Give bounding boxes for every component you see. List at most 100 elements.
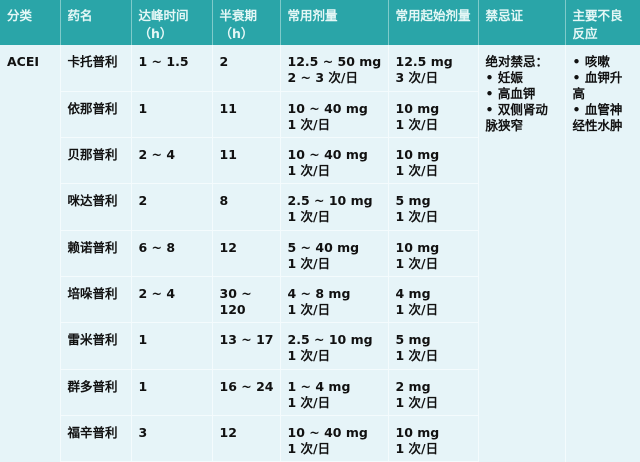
- drug-name: 咪达普利: [60, 183, 132, 231]
- half-life: 11: [212, 91, 281, 139]
- column-header: 常用剂量: [280, 0, 389, 45]
- starting-dose: 2 mg 1 次/日: [388, 369, 479, 416]
- starting-dose-line: 12.5 mg: [395, 54, 453, 69]
- half-life: 30 ~ 120: [212, 276, 281, 324]
- drug-name: 福辛普利: [60, 415, 132, 462]
- starting-dose-line: 4 mg: [395, 285, 431, 301]
- half-life: 2: [212, 45, 281, 92]
- usual-dose-line: 10 ~ 40 mg: [287, 424, 368, 440]
- starting-dose: 10 mg 1 次/日: [388, 137, 479, 185]
- starting-dose-line: 1 次/日: [395, 255, 439, 271]
- starting-dose: 12.5 mg 3 次/日: [388, 45, 479, 92]
- table-row: 福辛普利 3 12 10 ~ 40 mg 1 次/日 10 mg 1 次/日: [0, 415, 640, 462]
- peak-time: 2 ~ 4: [131, 137, 213, 185]
- starting-dose-line: 1 次/日: [395, 394, 439, 410]
- drug-name: 赖诺普利: [60, 230, 132, 277]
- starting-dose: 5 mg 1 次/日: [388, 322, 479, 370]
- table-row: 依那普利 1 11 10 ~ 40 mg 1 次/日 10 mg 1 次/日: [0, 91, 640, 139]
- column-header: 常用起始剂量: [388, 0, 479, 45]
- half-life: 12: [212, 230, 281, 277]
- adverse-reactions-cell-item: • 血管神经性水肿: [572, 102, 623, 133]
- header-row: 分类 药名 达峰时间（h） 半衰期（h） 常用剂量 常用起始剂量 禁忌证 主要不良反应: [0, 0, 640, 45]
- starting-dose: 10 mg 1 次/日: [388, 415, 479, 462]
- contraindications-cell-item: 绝对禁忌：: [485, 54, 549, 69]
- starting-dose: 10 mg 1 次/日: [388, 91, 479, 139]
- table-row: 雷米普利 1 13 ~ 17 2.5 ~ 10 mg 1 次/日 5 mg 1 次/日: [0, 322, 640, 370]
- drug-name: 群多普利: [60, 369, 132, 416]
- column-header: 分类: [0, 0, 61, 45]
- peak-time: 3: [131, 415, 213, 462]
- adverse-reactions-cell-item: • 血钾升高: [572, 70, 623, 101]
- usual-dose-line: 1 次/日: [287, 255, 331, 271]
- peak-time: 2 ~ 4: [131, 276, 213, 324]
- peak-time: 1: [131, 369, 213, 416]
- contraindications-cell: 绝对禁忌： • 妊娠 • 高血钾 • 双侧肾动脉狭窄: [478, 45, 566, 462]
- usual-dose-line: 10 ~ 40 mg: [287, 147, 368, 163]
- starting-dose-line: 2 mg: [395, 378, 431, 394]
- drug-name: 雷米普利: [60, 322, 132, 370]
- table-row: 培哚普利 2 ~ 4 30 ~ 120 4 ~ 8 mg 1 次/日 4 mg 1 次/日: [0, 276, 640, 324]
- starting-dose-line: 1 次/日: [395, 440, 439, 456]
- adverse-reactions-cell-item: • 咳嗽: [572, 54, 610, 69]
- starting-dose: 4 mg 1 次/日: [388, 276, 479, 324]
- starting-dose-line: 5 mg: [395, 332, 431, 348]
- usual-dose-line: 1 次/日: [287, 209, 331, 225]
- drug-name: 依那普利: [60, 91, 132, 139]
- usual-dose-line: 1 ~ 4 mg: [287, 378, 351, 394]
- contraindications-cell-item: • 双侧肾动脉狭窄: [485, 102, 548, 133]
- usual-dose: 1 ~ 4 mg 1 次/日: [280, 369, 389, 416]
- starting-dose-line: 1 次/日: [395, 301, 439, 317]
- starting-dose: 5 mg 1 次/日: [388, 183, 479, 231]
- usual-dose-line: 1 次/日: [287, 394, 331, 410]
- starting-dose-line: 10 mg: [395, 100, 440, 116]
- starting-dose-line: 10 mg: [395, 424, 440, 440]
- contraindications-cell-item: • 高血钾: [485, 86, 536, 101]
- half-life: 11: [212, 137, 281, 185]
- usual-dose-line: 1 次/日: [287, 116, 331, 132]
- usual-dose-line: 2.5 ~ 10 mg: [287, 193, 373, 209]
- column-header: 主要不良反应: [565, 0, 640, 45]
- drug-name: 卡托普利: [60, 45, 132, 92]
- usual-dose-line: 1 次/日: [287, 348, 331, 364]
- usual-dose: 5 ~ 40 mg 1 次/日: [280, 230, 389, 277]
- usual-dose: 2.5 ~ 10 mg 1 次/日: [280, 183, 389, 231]
- usual-dose: 12.5 ~ 50 mg 2 ~ 3 次/日: [280, 45, 389, 92]
- usual-dose-line: 10 ~ 40 mg: [287, 100, 368, 116]
- drug-name: 贝那普利: [60, 137, 132, 185]
- peak-time: 1: [131, 322, 213, 370]
- usual-dose: 2.5 ~ 10 mg 1 次/日: [280, 322, 389, 370]
- usual-dose-line: 2 ~ 3 次/日: [287, 70, 359, 85]
- usual-dose-line: 1 次/日: [287, 163, 331, 179]
- usual-dose-line: 1 次/日: [287, 301, 331, 317]
- drug-name: 培哚普利: [60, 276, 132, 324]
- usual-dose: 10 ~ 40 mg 1 次/日: [280, 137, 389, 185]
- adverse-reactions-cell: • 咳嗽 • 血钾升高 • 血管神经性水肿: [565, 45, 640, 462]
- table-row: ACEI 卡托普利 1 ~ 1.5 2 12.5 ~ 50 mg 2 ~ 3 次/日 12.…: [0, 45, 640, 462]
- usual-dose-line: 1 次/日: [287, 440, 331, 456]
- table-row: 群多普利 1 16 ~ 24 1 ~ 4 mg 1 次/日 2 mg 1 次/日: [0, 369, 640, 416]
- half-life: 12: [212, 415, 281, 462]
- usual-dose-line: 5 ~ 40 mg: [287, 239, 360, 255]
- usual-dose: 10 ~ 40 mg 1 次/日: [280, 415, 389, 462]
- table-row: 贝那普利 2 ~ 4 11 10 ~ 40 mg 1 次/日 10 mg 1 次/日: [0, 137, 640, 185]
- starting-dose-line: 1 次/日: [395, 163, 439, 179]
- half-life: 13 ~ 17: [212, 322, 281, 370]
- contraindications-cell-item: • 妊娠: [485, 70, 523, 85]
- starting-dose-line: 10 mg: [395, 147, 440, 163]
- half-life: 8: [212, 183, 281, 231]
- peak-time: 6 ~ 8: [131, 230, 213, 277]
- column-header: 禁忌证: [478, 0, 566, 45]
- usual-dose-line: 12.5 ~ 50 mg: [287, 54, 382, 69]
- starting-dose-line: 1 次/日: [395, 348, 439, 364]
- starting-dose-line: 1 次/日: [395, 116, 439, 132]
- starting-dose-line: 3 次/日: [395, 70, 439, 85]
- starting-dose-line: 5 mg: [395, 193, 431, 209]
- starting-dose-line: 10 mg: [395, 239, 440, 255]
- usual-dose-line: 2.5 ~ 10 mg: [287, 332, 373, 348]
- peak-time: 1: [131, 91, 213, 139]
- table-row: 咪达普利 2 8 2.5 ~ 10 mg 1 次/日 5 mg 1 次/日: [0, 183, 640, 231]
- column-header: 药名: [60, 0, 132, 45]
- category-cell: ACEI: [0, 45, 61, 462]
- starting-dose: 10 mg 1 次/日: [388, 230, 479, 277]
